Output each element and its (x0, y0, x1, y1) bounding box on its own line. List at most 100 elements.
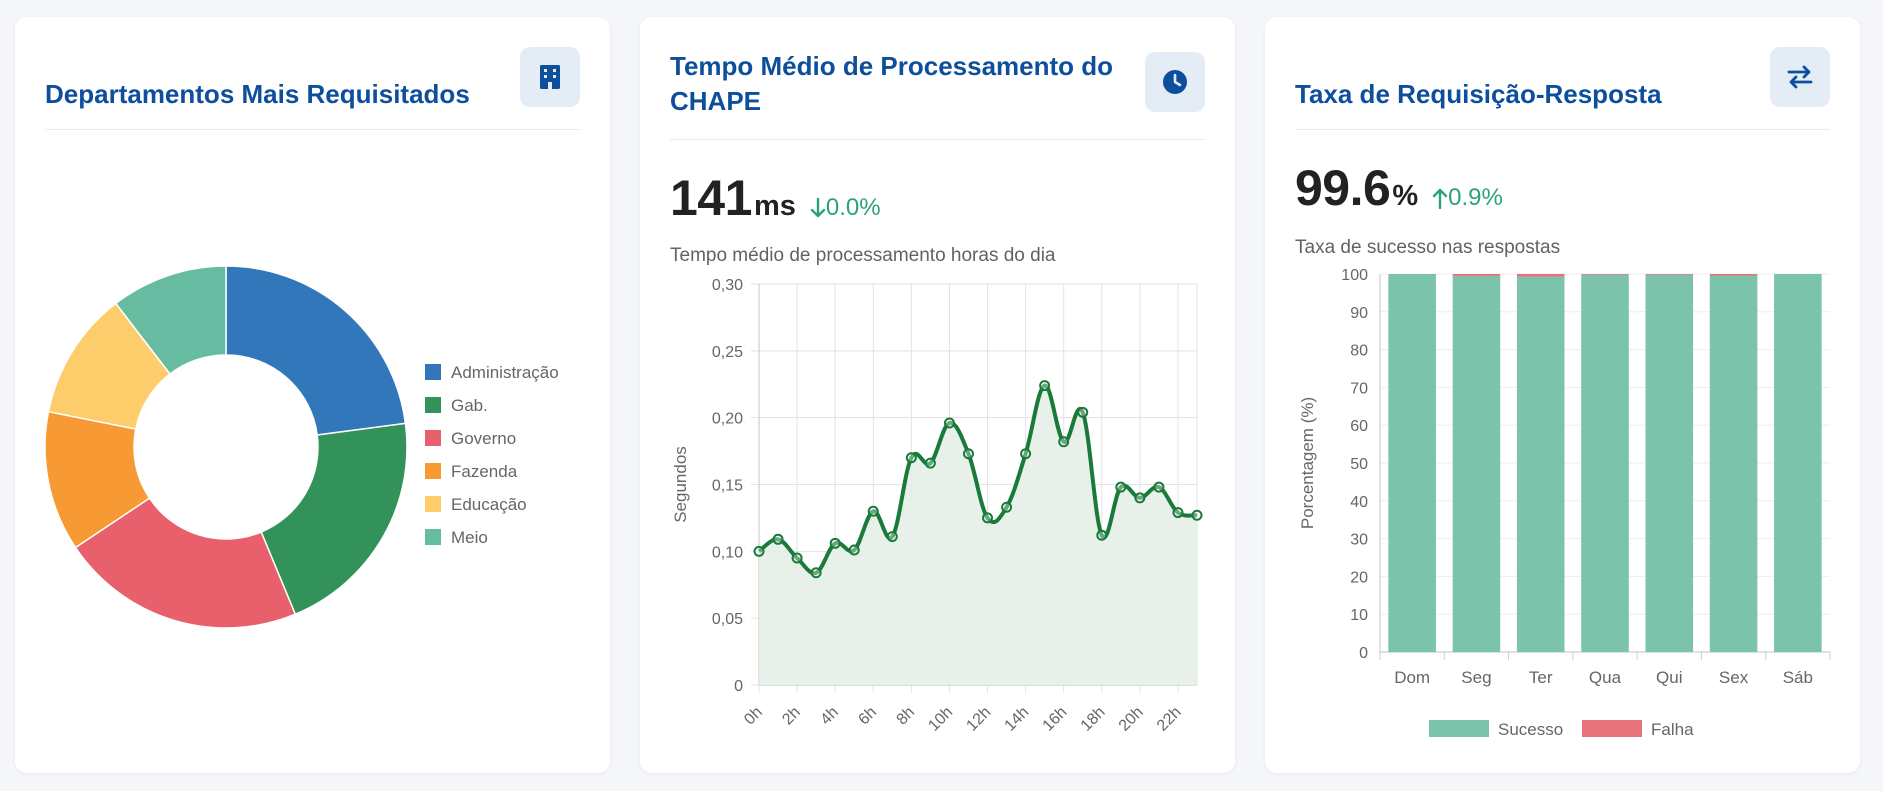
y-tick-label: 70 (1350, 380, 1368, 397)
data-point-8[interactable] (905, 452, 917, 464)
rate-delta-value: 0.9% (1448, 184, 1503, 211)
bar-falha-5[interactable] (1709, 274, 1758, 276)
legend-swatch-4 (425, 496, 441, 512)
legend-swatch-sucesso[interactable] (1429, 720, 1489, 737)
arrows-exchange-icon (1787, 65, 1813, 89)
bar-falha-1[interactable] (1452, 274, 1501, 276)
bar-falha-4[interactable] (1645, 274, 1694, 275)
arrow-down-icon (810, 198, 826, 218)
bar-sucesso-2[interactable] (1516, 276, 1565, 652)
processing-delta: 0.0% (810, 194, 881, 222)
building-icon (540, 65, 560, 89)
data-point-2[interactable] (791, 552, 803, 564)
legend-swatch-1 (425, 397, 441, 413)
data-point-11[interactable] (962, 448, 974, 460)
y-tick-label: 0,20 (712, 411, 743, 428)
x-tick-label: Sáb (1783, 668, 1813, 687)
x-tick-label: 4h (817, 704, 842, 729)
y-tick-label: 0,10 (712, 544, 743, 561)
x-tick-label: Dom (1394, 668, 1430, 687)
data-point-18[interactable] (1096, 529, 1108, 541)
y-tick-label: 90 (1350, 305, 1368, 322)
legend-label-4: Educação (451, 495, 527, 514)
bar-falha-2[interactable] (1516, 274, 1565, 277)
data-point-13[interactable] (1001, 501, 1013, 513)
data-point-17[interactable] (1077, 406, 1089, 418)
series-line (757, 383, 1198, 576)
processing-title-line2: CHAPE (670, 86, 762, 116)
x-tick-label: 10h (925, 704, 956, 735)
data-point-21[interactable] (1153, 481, 1165, 493)
bar-sucesso-6[interactable] (1774, 274, 1822, 652)
x-tick-label: Ter (1529, 668, 1553, 687)
y-tick-label: 80 (1350, 343, 1368, 360)
processing-icon-button[interactable] (1145, 52, 1205, 112)
departments-card-title: Departamentos Mais Requisitados (45, 79, 470, 109)
rate-value: 99.6 (1295, 160, 1391, 216)
data-point-9[interactable] (924, 457, 936, 469)
data-point-20[interactable] (1134, 492, 1146, 504)
data-point-0[interactable] (753, 545, 765, 557)
data-point-6[interactable] (867, 505, 879, 517)
data-point-12[interactable] (982, 512, 994, 524)
data-point-4[interactable] (829, 537, 841, 549)
bar-falha-3[interactable] (1581, 274, 1629, 275)
processing-card-title: Tempo Médio de Processamento do CHAPE (670, 49, 1113, 119)
area-fill (759, 385, 1197, 685)
data-point-22[interactable] (1172, 507, 1184, 519)
y-tick-label: 60 (1350, 418, 1368, 435)
processing-metric: 141 ms 0.0% (670, 169, 881, 227)
data-point-23[interactable] (1191, 509, 1203, 521)
x-tick-label: 14h (1002, 704, 1033, 735)
x-tick-label: Qui (1656, 668, 1682, 687)
clock-icon (1163, 70, 1187, 94)
x-tick-label: 6h (855, 704, 880, 729)
legend-label-5: Meio (451, 528, 488, 547)
y-tick-label: 30 (1350, 532, 1368, 549)
bar-sucesso-1[interactable] (1452, 275, 1501, 652)
bar-sucesso-3[interactable] (1581, 274, 1629, 652)
bar-sucesso-4[interactable] (1645, 274, 1694, 652)
rate-metric: 99.6 % 0.9% (1295, 159, 1503, 217)
rate-subtitle: Taxa de sucesso nas respostas (1295, 237, 1561, 258)
legend-swatch-falha[interactable] (1582, 720, 1642, 737)
processing-value: 141 (670, 170, 752, 226)
departments-divider (45, 129, 580, 130)
y-axis-label: Segundos (671, 446, 690, 523)
doughnut-slice-5[interactable] (114, 265, 227, 376)
data-point-15[interactable] (1039, 380, 1051, 392)
y-tick-label: 40 (1350, 494, 1368, 511)
rate-icon-button[interactable] (1770, 47, 1830, 107)
processing-delta-value: 0.0% (825, 194, 881, 221)
departments-icon-button[interactable] (520, 47, 580, 107)
data-point-1[interactable] (772, 533, 784, 545)
processing-title-line1: Tempo Médio de Processamento do (670, 51, 1114, 81)
y-tick-label: 0,25 (712, 344, 743, 361)
processing-line-chart: 0 0,05 0,10 0,15 0,20 0,25 0,30 0h 2h 4h 6h 8h 10h 12… (671, 277, 1203, 735)
legend-label-1: Gab. (451, 396, 488, 415)
x-tick-label: 0h (741, 704, 766, 729)
y-tick-label: 10 (1350, 607, 1368, 624)
data-point-19[interactable] (1115, 481, 1127, 493)
doughnut-slice-0[interactable] (225, 265, 407, 436)
legend-swatch-3 (425, 463, 441, 479)
data-point-3[interactable] (810, 567, 822, 579)
bar-sucesso-0[interactable] (1388, 274, 1436, 652)
data-point-14[interactable] (1020, 448, 1032, 460)
departments-doughnut-chart: Administração Gab. Governo Fazenda Educação M… (44, 265, 559, 629)
y-tick-label: 0,05 (712, 611, 743, 628)
data-point-10[interactable] (943, 417, 955, 429)
legend-label-sucesso: Sucesso (1498, 720, 1563, 739)
data-point-16[interactable] (1058, 436, 1070, 448)
legend-label-falha: Falha (1651, 720, 1694, 739)
data-point-5[interactable] (848, 544, 860, 556)
bar-sucesso-5[interactable] (1709, 275, 1758, 652)
doughnut-slice-1[interactable] (260, 422, 408, 616)
rate-delta: 0.9% (1432, 184, 1503, 212)
y-tick-label: 100 (1341, 267, 1368, 284)
doughnut-slice-2[interactable] (74, 497, 297, 629)
x-tick-label: Sex (1719, 668, 1749, 687)
x-tick-label: 20h (1116, 704, 1147, 735)
legend-swatch-5 (425, 529, 441, 545)
data-point-7[interactable] (886, 531, 898, 543)
